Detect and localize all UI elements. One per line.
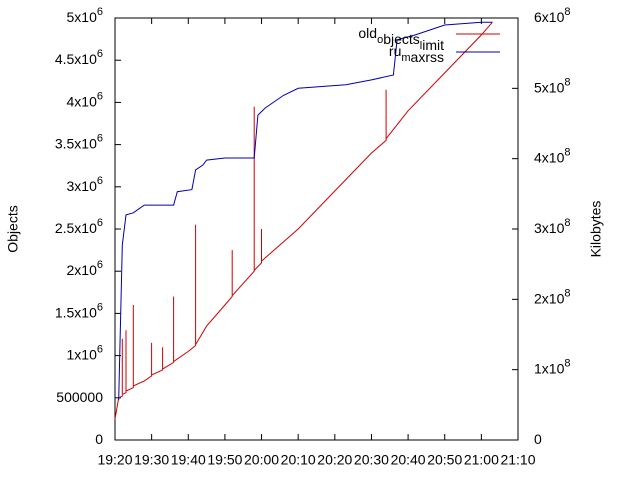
y2-tick-label: 1x108 [534, 358, 570, 377]
x-tick-label: 20:00 [244, 452, 279, 468]
legend-label: rumaxrss [389, 43, 444, 65]
series-line [114, 21, 493, 419]
x-tick-label: 19:50 [207, 452, 242, 468]
y2-tick-label: 6x108 [534, 6, 570, 25]
y2-tick-label: 0 [534, 431, 542, 447]
y2-tick-label: 5x108 [534, 76, 570, 95]
y-tick-label: 2x106 [67, 259, 103, 278]
x-tick-label: 19:20 [97, 452, 132, 468]
y-tick-label: 1x106 [67, 344, 103, 363]
x-tick-label: 20:20 [317, 452, 352, 468]
y2-tick-label: 4x108 [534, 147, 570, 166]
x-tick-label: 20:40 [391, 452, 426, 468]
series-line [118, 21, 493, 400]
y-tick-label: 4.5x106 [55, 48, 103, 67]
y-tick-label: 4x106 [67, 90, 103, 109]
y2-tick-label: 2x108 [534, 287, 570, 306]
x-tick-label: 19:40 [171, 452, 206, 468]
y-tick-label: 2.5x106 [55, 217, 103, 236]
y2-axis-label: Kilobytes [588, 201, 604, 258]
x-tick-label: 20:50 [427, 452, 462, 468]
y-tick-label: 3x106 [67, 175, 103, 194]
legend-label: oldobjectslimit [358, 25, 444, 53]
y-axis-label: Objects [5, 205, 21, 252]
y-tick-label: 0 [95, 431, 103, 447]
y-tick-label: 3.5x106 [55, 133, 103, 152]
x-tick-label: 19:30 [134, 452, 169, 468]
x-tick-label: 20:30 [354, 452, 389, 468]
y-tick-label: 1.5x106 [55, 301, 103, 320]
x-tick-label: 21:00 [464, 452, 499, 468]
y-tick-label: 500000 [56, 389, 103, 405]
x-tick-label: 21:10 [500, 452, 535, 468]
y-tick-label: 5x106 [67, 6, 103, 25]
y2-tick-label: 3x108 [534, 217, 570, 236]
plot-frame [114, 17, 519, 441]
x-tick-label: 20:10 [281, 452, 316, 468]
